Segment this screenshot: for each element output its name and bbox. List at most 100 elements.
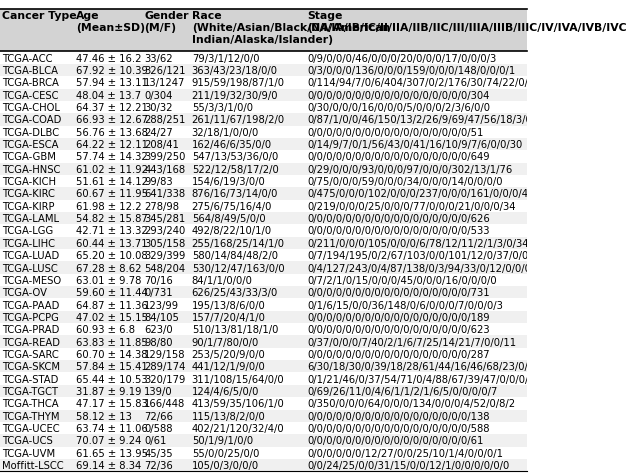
Text: TCGA-ESCA: TCGA-ESCA — [2, 140, 59, 150]
Text: 70/16: 70/16 — [144, 275, 173, 285]
Text: 0/0/0/0/0/0/0/0/0/0/0/0/0/0/0/0/0/626: 0/0/0/0/0/0/0/0/0/0/0/0/0/0/0/0/0/626 — [308, 214, 490, 224]
Text: 0/87/1/0/0/46/150/13/2/26/9/69/47/56/18/3/0/12: 0/87/1/0/0/46/150/13/2/26/9/69/47/56/18/… — [308, 115, 548, 125]
Text: TCGA-LGG: TCGA-LGG — [2, 226, 53, 236]
Bar — [0, 373, 527, 385]
Text: TCGA-LAML: TCGA-LAML — [2, 214, 59, 224]
Text: TCGA-LUAD: TCGA-LUAD — [2, 251, 60, 261]
Bar — [0, 422, 527, 434]
Text: 58.12 ± 13: 58.12 ± 13 — [76, 411, 132, 421]
Text: 0/0/0/0/0/0/12/27/0/0/25/10/1/4/0/0/0/1: 0/0/0/0/0/0/12/27/0/0/25/10/1/4/0/0/0/1 — [308, 448, 504, 458]
Text: 211/19/32/30/9/0: 211/19/32/30/9/0 — [192, 90, 278, 100]
Text: 0/211/0/0/0/105/0/0/0/6/78/12/11/2/1/3/0/34: 0/211/0/0/0/105/0/0/0/6/78/12/11/2/1/3/0… — [308, 238, 529, 248]
Bar — [0, 360, 527, 373]
Text: 47.17 ± 15.83: 47.17 ± 15.83 — [76, 398, 148, 408]
Text: 0/30/0/0/0/16/0/0/0/5/0/0/0/2/3/6/0/0: 0/30/0/0/0/16/0/0/0/5/0/0/0/2/3/6/0/0 — [308, 103, 491, 113]
Text: TCGA-UCEC: TCGA-UCEC — [2, 423, 60, 433]
Bar — [0, 237, 527, 249]
Text: 64.37 ± 12.21: 64.37 ± 12.21 — [76, 103, 148, 113]
Text: 441/12/1/9/0/0: 441/12/1/9/0/0 — [192, 362, 266, 371]
Text: 0/304: 0/304 — [144, 90, 173, 100]
Text: 580/14/84/48/2/0: 580/14/84/48/2/0 — [192, 251, 278, 261]
Text: 0/0/0/0/0/0/0/0/0/0/0/0/0/0/0/0/0/588: 0/0/0/0/0/0/0/0/0/0/0/0/0/0/0/0/0/588 — [308, 423, 490, 433]
Text: TCGA-BRCA: TCGA-BRCA — [2, 78, 59, 88]
Text: 54.82 ± 15.87: 54.82 ± 15.87 — [76, 214, 148, 224]
Text: 45/35: 45/35 — [144, 448, 173, 458]
Text: 31.87 ± 9.19: 31.87 ± 9.19 — [76, 386, 141, 396]
Text: 60.70 ± 14.38: 60.70 ± 14.38 — [76, 349, 147, 359]
Text: TCGA-DLBC: TCGA-DLBC — [2, 128, 60, 138]
Bar — [0, 114, 527, 126]
Bar — [0, 188, 527, 200]
Text: 72/36: 72/36 — [144, 460, 173, 470]
Text: 69.14 ± 8.34: 69.14 ± 8.34 — [76, 460, 141, 470]
Text: 208/41: 208/41 — [144, 140, 179, 150]
Text: 105/0/3/0/0/0: 105/0/3/0/0/0 — [192, 460, 259, 470]
Text: 0/7/2/1/0/15/0/0/0/45/0/0/0/16/0/0/0/0: 0/7/2/1/0/15/0/0/0/45/0/0/0/16/0/0/0/0 — [308, 275, 497, 285]
Text: 72/66: 72/66 — [144, 411, 173, 421]
Text: TCGA-ACC: TCGA-ACC — [2, 53, 52, 63]
Text: TCGA-THYM: TCGA-THYM — [2, 411, 60, 421]
Text: 0/37/0/0/0/7/40/2/1/6/7/25/14/21/7/0/0/11: 0/37/0/0/0/7/40/2/1/6/7/25/14/21/7/0/0/1… — [308, 337, 516, 347]
Text: 876/16/73/14/0/0: 876/16/73/14/0/0 — [192, 189, 278, 199]
Bar — [0, 397, 527, 410]
Bar — [0, 348, 527, 360]
Text: 55/3/3/1/0/0: 55/3/3/1/0/0 — [192, 103, 253, 113]
Text: TCGA-LIHC: TCGA-LIHC — [2, 238, 55, 248]
Text: 413/59/35/106/1/0: 413/59/35/106/1/0 — [192, 398, 284, 408]
Text: 60.67 ± 11.95: 60.67 ± 11.95 — [76, 189, 148, 199]
Text: 0/0/0/0/0/0/0/0/0/0/0/0/0/0/0/0/0/533: 0/0/0/0/0/0/0/0/0/0/0/0/0/0/0/0/0/533 — [308, 226, 490, 236]
Text: 84/1/1/0/0/0: 84/1/1/0/0/0 — [192, 275, 253, 285]
Text: 154/6/19/3/0/0: 154/6/19/3/0/0 — [192, 177, 266, 187]
Text: 70.07 ± 9.24: 70.07 ± 9.24 — [76, 436, 141, 446]
Bar — [0, 262, 527, 274]
Text: 61.02 ± 11.92: 61.02 ± 11.92 — [76, 164, 148, 174]
Text: Stage
(0/I/IA/IB/IC/II/IIA/IIB/IIC/III/IIIA/IIIB/IIIC/IV/IVA/IVB/IVC: Stage (0/I/IA/IB/IC/II/IIA/IIB/IIC/III/I… — [308, 11, 627, 33]
Text: 6/30/18/30/0/39/18/28/61/44/16/46/68/23/0/0/0/36: 6/30/18/30/0/39/18/28/61/44/16/46/68/23/… — [308, 362, 561, 371]
Text: 548/204: 548/204 — [144, 263, 186, 273]
Bar — [0, 77, 527, 89]
Text: 98/80: 98/80 — [144, 337, 173, 347]
Text: 157/7/20/4/1/0: 157/7/20/4/1/0 — [192, 312, 266, 322]
Text: 275/6/75/16/4/0: 275/6/75/16/4/0 — [192, 201, 272, 211]
Text: Cancer Type: Cancer Type — [2, 11, 77, 21]
Bar — [0, 410, 527, 422]
Text: 363/43/23/18/0/0: 363/43/23/18/0/0 — [192, 66, 278, 76]
Text: TCGA-UCS: TCGA-UCS — [2, 436, 53, 446]
Text: 65.20 ± 10.08: 65.20 ± 10.08 — [76, 251, 147, 261]
Text: 67.92 ± 10.39: 67.92 ± 10.39 — [76, 66, 148, 76]
Text: 0/114/94/7/0/6/404/307/0/2/176/30/74/22/0/0/0/24: 0/114/94/7/0/6/404/307/0/2/176/30/74/22/… — [308, 78, 561, 88]
Bar — [0, 459, 527, 471]
Text: 47.02 ± 15.15: 47.02 ± 15.15 — [76, 312, 148, 322]
Bar — [0, 225, 527, 237]
Text: 51.61 ± 14.12: 51.61 ± 14.12 — [76, 177, 148, 187]
Text: 60.44 ± 13.71: 60.44 ± 13.71 — [76, 238, 147, 248]
Text: 0/0/0/0/0/0/0/0/0/0/0/0/0/0/0/0/0/61: 0/0/0/0/0/0/0/0/0/0/0/0/0/0/0/0/0/61 — [308, 436, 484, 446]
Text: 42.71 ± 13.32: 42.71 ± 13.32 — [76, 226, 148, 236]
Text: 90/1/7/80/0/0: 90/1/7/80/0/0 — [192, 337, 259, 347]
Text: TCGA-SARC: TCGA-SARC — [2, 349, 59, 359]
Text: 0/0/0/0/0/0/0/0/0/0/0/0/0/0/0/0/0/138: 0/0/0/0/0/0/0/0/0/0/0/0/0/0/0/0/0/138 — [308, 411, 490, 421]
Text: 0/0/0/0/0/0/0/0/0/0/0/0/0/0/0/0/0/51: 0/0/0/0/0/0/0/0/0/0/0/0/0/0/0/0/0/51 — [308, 128, 484, 138]
Bar — [0, 139, 527, 151]
Text: 61.98 ± 12.2: 61.98 ± 12.2 — [76, 201, 141, 211]
Bar — [0, 52, 527, 65]
Bar — [0, 65, 527, 77]
Text: 32/18/1/0/0/0: 32/18/1/0/0/0 — [192, 128, 259, 138]
Text: TCGA-TGCT: TCGA-TGCT — [2, 386, 58, 396]
Text: 64.87 ± 11.36: 64.87 ± 11.36 — [76, 300, 148, 310]
Text: 59.60 ± 11.44: 59.60 ± 11.44 — [76, 288, 148, 298]
Text: 0/61: 0/61 — [144, 436, 166, 446]
Text: TCGA-OV: TCGA-OV — [2, 288, 47, 298]
Text: 915/59/198/87/1/0: 915/59/198/87/1/0 — [192, 78, 285, 88]
Bar — [0, 89, 527, 102]
Bar — [0, 287, 527, 299]
Text: 623/0: 623/0 — [144, 325, 173, 335]
Text: TCGA-LUSC: TCGA-LUSC — [2, 263, 58, 273]
Bar — [0, 176, 527, 188]
Bar — [0, 385, 527, 397]
Text: 288/251: 288/251 — [144, 115, 186, 125]
Text: 57.84 ± 15.41: 57.84 ± 15.41 — [76, 362, 148, 371]
Text: 166/448: 166/448 — [144, 398, 186, 408]
Text: 510/13/81/18/1/0: 510/13/81/18/1/0 — [192, 325, 278, 335]
Bar — [0, 336, 527, 348]
